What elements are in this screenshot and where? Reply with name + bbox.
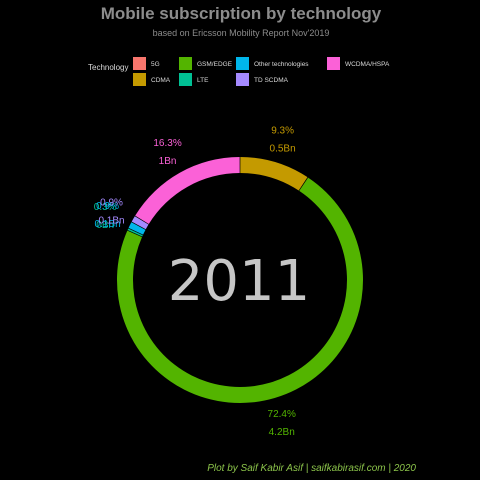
slice-value-label-cdma: 0.5Bn xyxy=(270,143,296,154)
slice-cdma xyxy=(240,157,308,191)
legend-swatch-5g xyxy=(133,57,146,70)
slice-value-label-other-technologies: 0.1Bn xyxy=(95,219,121,230)
legend-label-cdma: CDMA xyxy=(151,77,171,84)
slice-percent-label-lte: 0.3% xyxy=(94,202,117,213)
legend-swatch-other-technologies xyxy=(236,57,249,70)
legend-label-5g: 5G xyxy=(151,61,160,68)
slice-percent-label-td-scdma: 0.9% xyxy=(100,198,123,209)
slice-percent-label-wcdma-hspa: 16.3% xyxy=(153,138,181,149)
legend-label-other-technologies: Other technologies xyxy=(254,61,309,68)
slice-value-label-gsm-edge: 4.2Bn xyxy=(269,427,295,438)
slice-other-technologies xyxy=(128,222,146,235)
legend-swatch-lte xyxy=(179,73,192,86)
legend: 5G CDMA GSM/EDGE LTE Other technologies TD SC… xyxy=(133,57,390,86)
slice-value-label-lte: 0Bn xyxy=(96,220,114,231)
slice-lte xyxy=(127,228,143,237)
caption: Plot by Saif Kabir Asif | saifkabirasif.… xyxy=(207,463,416,474)
chart-subtitle: based on Ericsson Mobility Report Nov'20… xyxy=(153,28,330,38)
slice-labels: 9.3%0.5Bn72.4%4.2Bn0.3%0Bn0.9%0.1Bn0.9%0… xyxy=(94,125,296,438)
slice-td-scdma xyxy=(131,216,149,230)
chart-title: Mobile subscription by technology xyxy=(101,4,382,23)
slice-percent-label-cdma: 9.3% xyxy=(271,125,294,136)
slice-wcdma-hspa xyxy=(135,157,240,225)
slice-value-label-wcdma-hspa: 1Bn xyxy=(159,156,177,167)
slice-percent-label-gsm-edge: 72.4% xyxy=(268,409,296,420)
slice-value-label-td-scdma: 0.1Bn xyxy=(98,216,124,227)
legend-label-gsm-edge: GSM/EDGE xyxy=(197,61,233,68)
legend-swatch-cdma xyxy=(133,73,146,86)
legend-swatch-wcdma-hspa xyxy=(327,57,340,70)
legend-title: Technology xyxy=(88,63,128,72)
legend-label-td-scdma: TD SCDMA xyxy=(254,77,289,84)
donut-slices xyxy=(116,157,363,403)
slice-percent-label-other-technologies: 0.9% xyxy=(96,201,119,212)
legend-swatch-td-scdma xyxy=(236,73,249,86)
legend-label-wcdma-hspa: WCDMA/HSPA xyxy=(345,61,390,68)
legend-label-lte: LTE xyxy=(197,77,209,84)
legend-swatch-gsm-edge xyxy=(179,57,192,70)
center-year-label: 2011 xyxy=(168,249,311,314)
